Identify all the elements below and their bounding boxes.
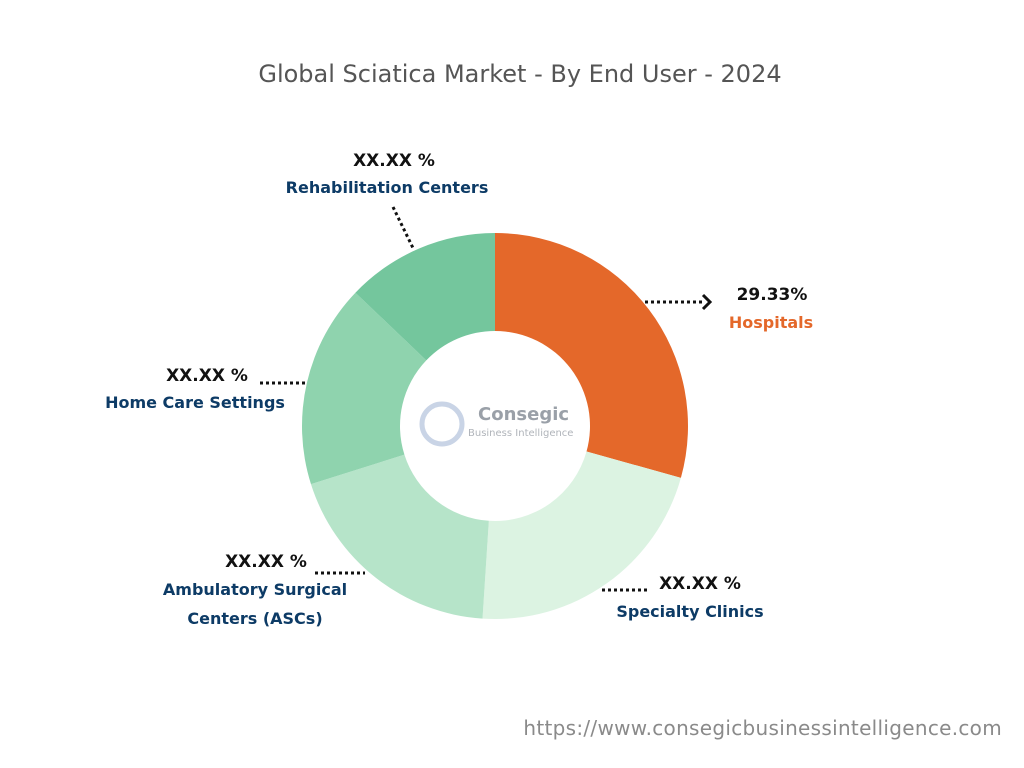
- value-label: XX.XX %: [353, 151, 435, 171]
- donut-slice: [355, 233, 495, 361]
- watermark-tagline: Business Intelligence: [468, 428, 573, 439]
- leader-arrow: [701, 293, 713, 311]
- category-label: Hospitals: [728, 313, 814, 332]
- donut-slice: [482, 451, 681, 619]
- leader-line: [391, 206, 415, 249]
- watermark-name: Consegic: [478, 404, 569, 425]
- value-label: XX.XX %: [659, 574, 741, 594]
- category-label: Ambulatory Surgical Centers (ASCs): [162, 580, 348, 628]
- chart-title: Global Sciatica Market - By End User - 2…: [258, 60, 782, 88]
- category-label: Home Care Settings: [105, 393, 285, 412]
- value-label: XX.XX %: [166, 366, 248, 386]
- source-url: https://www.consegicbusinessintelligence…: [523, 716, 1002, 740]
- value-label: 29.33%: [736, 285, 808, 305]
- donut-slice: [495, 233, 688, 478]
- donut-slice: [310, 454, 489, 619]
- donut-slice: [302, 292, 427, 485]
- category-label: Rehabilitation Centers: [285, 178, 489, 197]
- value-label: XX.XX %: [225, 552, 307, 572]
- watermark-logo: [419, 401, 465, 447]
- category-label: Specialty Clinics: [616, 602, 764, 621]
